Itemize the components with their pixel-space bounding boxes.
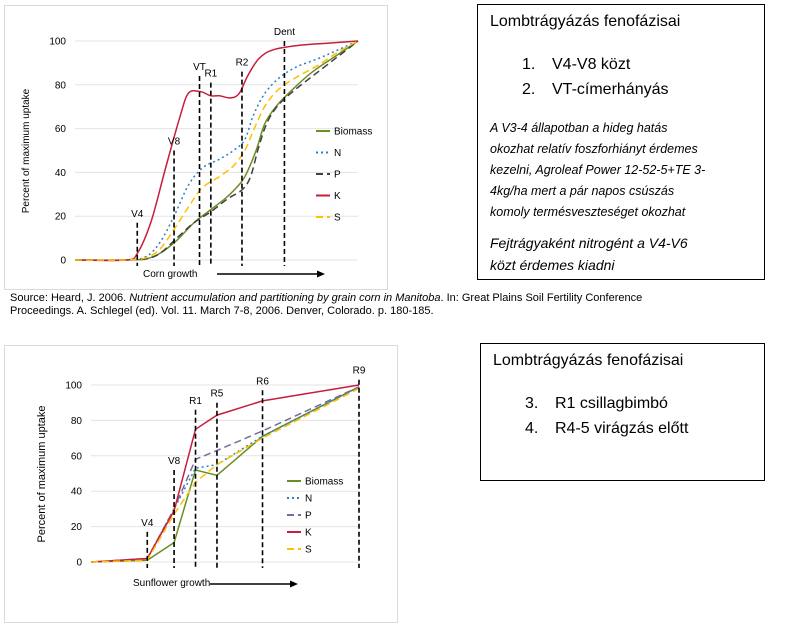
y-tick-label: 100 — [49, 37, 66, 48]
stage-label: VT — [193, 62, 206, 73]
series-line-s — [74, 40, 359, 261]
source-citation-line2: Proceedings. A. Schlegel (ed). Vol. 11. … — [10, 305, 434, 317]
y-tick-label: 80 — [71, 416, 83, 427]
legend-label: Biomass — [305, 477, 343, 488]
y-tick-label: 60 — [71, 451, 83, 462]
chart2-y-axis-label: Percent of maximum uptake — [36, 406, 48, 543]
source-citation-part1: Source: Heard, J. 2006. — [10, 292, 130, 304]
list-item-text: R1 csillagbimbó — [555, 395, 668, 412]
list-item-text: VT-címerhányás — [552, 81, 669, 98]
stage-label: R1 — [204, 69, 217, 80]
stage-label: V4 — [141, 518, 154, 529]
list-item-number: 2. — [522, 81, 536, 98]
note-line: Fejtrágyaként nitrogént a V4-V6 — [490, 235, 688, 251]
info-box-sunflower: Lombtrágyázás fenofázisai 3. R1 csillagbi… — [480, 343, 765, 481]
stage-label: R5 — [211, 389, 224, 400]
list-item-text: V4-V8 közt — [552, 56, 631, 73]
series-line-s — [90, 387, 360, 563]
note-line: kezelni, Agroleaf Power 12-52-5+TE 3- — [490, 163, 706, 177]
x-axis-arrowhead — [317, 270, 325, 278]
y-tick-label: 20 — [55, 212, 67, 223]
series-line-k — [90, 384, 360, 563]
note-line: okozhat relatív foszforhiányt érdemes — [490, 142, 698, 156]
legend-label: P — [305, 511, 312, 522]
y-tick-label: 40 — [71, 487, 83, 498]
info-box-corn-note2: Fejtrágyaként nitrogént a V4-V6 közt érd… — [490, 232, 752, 276]
legend-label: P — [334, 170, 341, 181]
source-citation: Source: Heard, J. 2006. Nutrient accumul… — [10, 292, 794, 318]
y-tick-label: 0 — [60, 256, 66, 267]
source-citation-part2: . In: Great Plains Soil Fertility Confer… — [440, 292, 643, 304]
series-line-p — [74, 40, 359, 261]
stage-label: R1 — [189, 396, 202, 407]
note-line: közt érdemes kiadni — [490, 257, 615, 273]
y-tick-label: 100 — [65, 381, 82, 392]
stage-label: R2 — [236, 58, 249, 69]
list-item-text: R4-5 virágzás előtt — [555, 420, 689, 437]
series-line-k — [74, 40, 359, 262]
y-tick-label: 20 — [71, 522, 83, 533]
stage-label: V8 — [168, 137, 181, 148]
note-line: komoly termésveszteséget okozhat — [490, 205, 686, 219]
chart1-y-axis-label: Percent of maximum uptake — [21, 88, 32, 213]
legend-label: S — [334, 213, 341, 224]
sunflower-uptake-chart-svg: Percent of maximum uptake Sunflower grow… — [36, 366, 366, 589]
info-box-corn-note: A V3-4 állapotban a hideg hatás okozhat … — [490, 118, 752, 223]
stage-label: Dent — [274, 27, 295, 38]
list-item-number: 1. — [522, 56, 536, 73]
y-tick-label: 0 — [76, 558, 82, 569]
source-citation-title: Nutrient accumulation and partitioning b… — [129, 292, 441, 304]
note-line: 4kg/ha mert a pár napos csúszás — [490, 184, 675, 198]
chart1-x-axis-label: Corn growth — [143, 269, 197, 280]
stage-label: V8 — [168, 456, 181, 467]
x-axis-arrowhead — [290, 580, 298, 588]
y-tick-label: 80 — [55, 80, 67, 91]
sunflower-uptake-chart: Percent of maximum uptake Sunflower grow… — [4, 345, 398, 623]
y-tick-label: 40 — [55, 168, 67, 179]
info-box-corn: Lombtrágyázás fenofázisai 1. V4-V8 közt 2… — [477, 4, 765, 280]
legend-label: S — [305, 545, 312, 556]
list-item-number: 3. — [525, 395, 539, 412]
stage-label: V4 — [131, 209, 144, 220]
y-tick-label: 60 — [55, 124, 67, 135]
legend-label: K — [305, 528, 312, 539]
legend-label: N — [334, 148, 341, 159]
chart2-x-axis-label: Sunflower growth — [133, 578, 210, 589]
legend-label: Biomass — [334, 127, 372, 138]
corn-uptake-chart: Percent of maximum uptake Corn growth 0 2… — [4, 5, 388, 290]
info-box-corn-title: Lombtrágyázás fenofázisai — [490, 13, 681, 30]
info-box-sunflower-title: Lombtrágyázás fenofázisai — [493, 352, 684, 369]
legend-label: K — [334, 191, 341, 202]
note-line: A V3-4 állapotban a hideg hatás — [490, 121, 668, 135]
list-item-number: 4. — [525, 420, 539, 437]
corn-uptake-chart-svg: Percent of maximum uptake Corn growth 0 2… — [21, 27, 372, 280]
legend-label: N — [305, 494, 312, 505]
stage-label: R9 — [353, 366, 366, 377]
stage-label: R6 — [256, 376, 269, 387]
